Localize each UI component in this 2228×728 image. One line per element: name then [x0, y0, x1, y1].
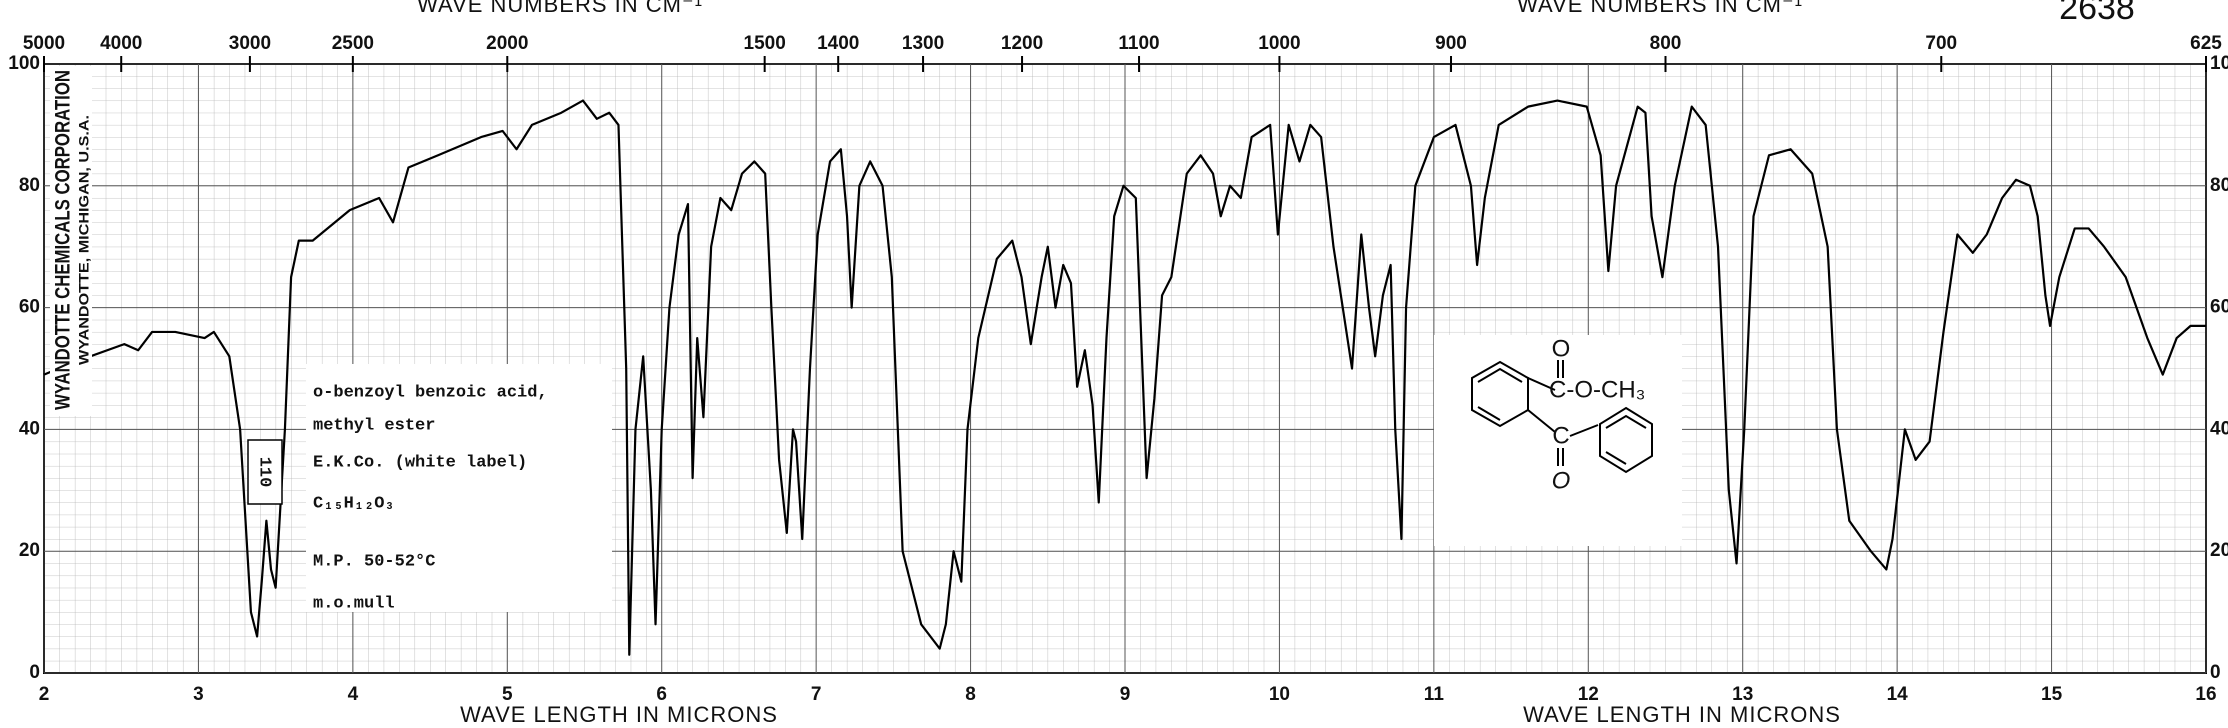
x-tick-label: 15 [2041, 684, 2063, 705]
sample-text: M.P. 50-52°C [313, 552, 435, 571]
x2-tick-label: 625 [2190, 33, 2222, 54]
x2-tick-label: 700 [1925, 33, 1957, 54]
x-tick-label: 7 [811, 684, 822, 705]
x-tick-label: 14 [1887, 684, 1909, 705]
sample-text: methyl ester [313, 416, 435, 435]
sidebar-bg [50, 66, 92, 416]
x2-axis-label: WAVE NUMBERS IN CM⁻¹ [1517, 0, 1803, 17]
x-tick-label: 12 [1578, 684, 1599, 705]
x-tick-label: 13 [1732, 684, 1753, 705]
x2-tick-label: 2500 [332, 33, 374, 54]
x-tick-label: 16 [2195, 684, 2216, 705]
sidebar-address: WYANDOTTE, MICHIGAN, U.S.A. [76, 115, 92, 365]
x-tick-label: 5 [502, 684, 513, 705]
y-tick-label: 80 [19, 175, 40, 196]
sample-text: E.K.Co. (white label) [313, 453, 527, 472]
structure-label: O [1552, 335, 1571, 362]
x-axis-label: WAVE LENGTH IN MICRONS [460, 702, 778, 727]
y-tick-label: 20 [19, 540, 40, 561]
x-tick-label: 10 [1269, 684, 1290, 705]
x2-tick-label: 2000 [486, 33, 528, 54]
cell-box [247, 439, 283, 505]
y-tick-label: 100 [8, 53, 40, 74]
cell-label: 110 [255, 457, 274, 488]
chart-number: 2638 [2059, 0, 2135, 27]
structure-drawing [1471, 360, 1653, 474]
x2-tick-label: 1000 [1258, 33, 1300, 54]
x-tick-label: 3 [193, 684, 204, 705]
y-tick-label: 40 [2210, 418, 2228, 439]
x2-tick-label: 900 [1435, 33, 1467, 54]
y-tick-label: 20 [2210, 540, 2228, 561]
y-tick-label: 40 [19, 418, 40, 439]
x2-tick-label: 1200 [1001, 33, 1043, 54]
sample-text: C₁₅H₁₂O₃ [313, 494, 395, 513]
x2-tick-label: 4000 [100, 33, 142, 54]
y-tick-label: 100 [2210, 53, 2228, 74]
x2-tick-label: 5000 [23, 33, 65, 54]
x2-tick-label: 1300 [902, 33, 944, 54]
x2-tick-label: 1400 [817, 33, 859, 54]
structure-label: C [1552, 422, 1569, 449]
sample-text: m.o.mull [313, 594, 395, 613]
structure-label: C-O-CH₃ [1549, 376, 1645, 403]
sidebar-company: WYANDOTTE CHEMICALS CORPORATION [52, 70, 75, 410]
x-tick-label: 11 [1424, 684, 1445, 705]
structure-label: O [1552, 467, 1571, 494]
x2-tick-label: 3000 [229, 33, 271, 54]
x-tick-label: 9 [1120, 684, 1131, 705]
y-tick-label: 0 [29, 662, 40, 683]
y-tick-label: 80 [2210, 175, 2228, 196]
y-tick-label: 60 [2210, 297, 2228, 318]
x-tick-label: 8 [965, 684, 976, 705]
sample-text: o-benzoyl benzoic acid, [313, 383, 548, 402]
y-tick-label: 0 [2210, 662, 2221, 683]
x2-tick-label: 800 [1650, 33, 1682, 54]
x2-axis-label: WAVE NUMBERS IN CM⁻¹ [417, 0, 703, 17]
x2-tick-label: 1500 [744, 33, 786, 54]
sample-box [306, 364, 612, 612]
x-axis-label: WAVE LENGTH IN MICRONS [1523, 702, 1841, 727]
x-tick-label: 2 [39, 684, 50, 705]
x-tick-label: 4 [348, 684, 359, 705]
spectrum-line [43, 99, 2206, 656]
x-tick-label: 6 [656, 684, 667, 705]
x2-tick-label: 1100 [1118, 33, 1159, 54]
y-tick-label: 60 [19, 297, 40, 318]
